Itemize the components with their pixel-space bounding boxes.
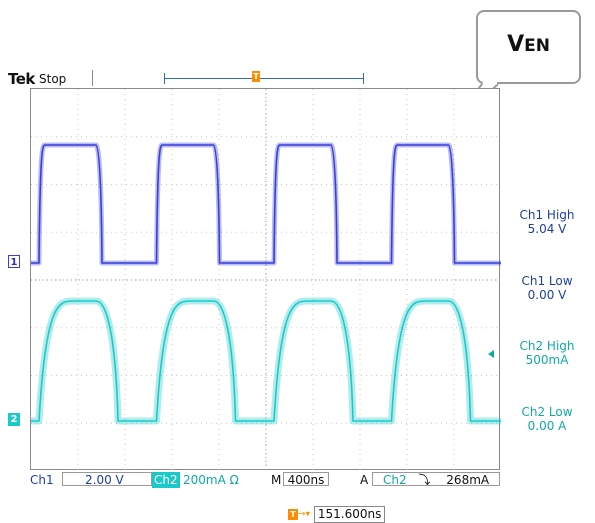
trigger-mode-label: A: [360, 473, 369, 487]
ch1-trace: [31, 144, 501, 264]
waveform-graticule: [31, 89, 501, 471]
ch1-low-label: Ch1 Low: [521, 274, 573, 288]
trigger-position-readout: T →▾ 151.600ns: [288, 506, 386, 523]
ch1-low-value: 0.00 V: [527, 288, 567, 302]
acquisition-status: Stop: [39, 72, 67, 86]
trigger-slope-icon: ⤵: [418, 473, 431, 487]
trigger-position-marker-top[interactable]: T: [252, 71, 260, 82]
trigger-source: Ch2: [383, 473, 407, 487]
ven-callout: VEN: [476, 10, 581, 84]
ch2-high-value: 500mA: [525, 353, 569, 367]
ch2-low-label: Ch2 Low: [521, 405, 573, 419]
ch2-high-measurement: Ch2 High 500mA: [506, 339, 588, 367]
ch1-label[interactable]: Ch1: [30, 473, 54, 487]
ven-callout-label: VEN: [478, 32, 579, 57]
trigger-level: 268mA: [446, 473, 490, 487]
ch2-impedance-icon: Ω: [229, 473, 239, 487]
ch2-low-value: 0.00 A: [527, 419, 567, 433]
ch2-scale: 200mA: [183, 473, 226, 487]
record-position-bracket: [164, 73, 364, 84]
ch2-ground-marker[interactable]: 2: [8, 413, 20, 426]
ch1-ground-marker[interactable]: 1: [8, 255, 20, 268]
ch1-scale[interactable]: 2.00 V: [62, 472, 152, 487]
ch2-scale-group[interactable]: 200mA Ω: [183, 472, 269, 488]
ch1-high-label: Ch1 High: [519, 208, 575, 222]
ch1-high-measurement: Ch1 High 5.04 V: [506, 208, 588, 236]
ch2-trace: [31, 300, 501, 422]
timebase-label: M: [271, 473, 282, 487]
brand-logo: Tek: [8, 70, 35, 88]
status-divider: [92, 70, 93, 86]
ch2-high-label: Ch2 High: [519, 339, 575, 353]
trigger-level-arrow-icon[interactable]: [488, 350, 494, 358]
waveform-display: [30, 88, 501, 471]
ch1-high-value: 5.04 V: [527, 222, 567, 236]
trigger-icon: T: [288, 509, 298, 520]
ch2-low-measurement: Ch2 Low 0.00 A: [506, 405, 588, 433]
ch2-label[interactable]: Ch2: [152, 472, 180, 488]
trigger-position-value: 151.600ns: [313, 506, 386, 523]
trigger-settings[interactable]: Ch2 ⤵ 268mA: [372, 472, 500, 487]
arrow-right-icon: →▾: [298, 509, 311, 520]
ch1-low-measurement: Ch1 Low 0.00 V: [506, 274, 588, 302]
ven-callout-sub: EN: [524, 36, 550, 56]
ven-callout-main: V: [507, 32, 525, 57]
timebase-value[interactable]: 400ns: [283, 472, 329, 487]
